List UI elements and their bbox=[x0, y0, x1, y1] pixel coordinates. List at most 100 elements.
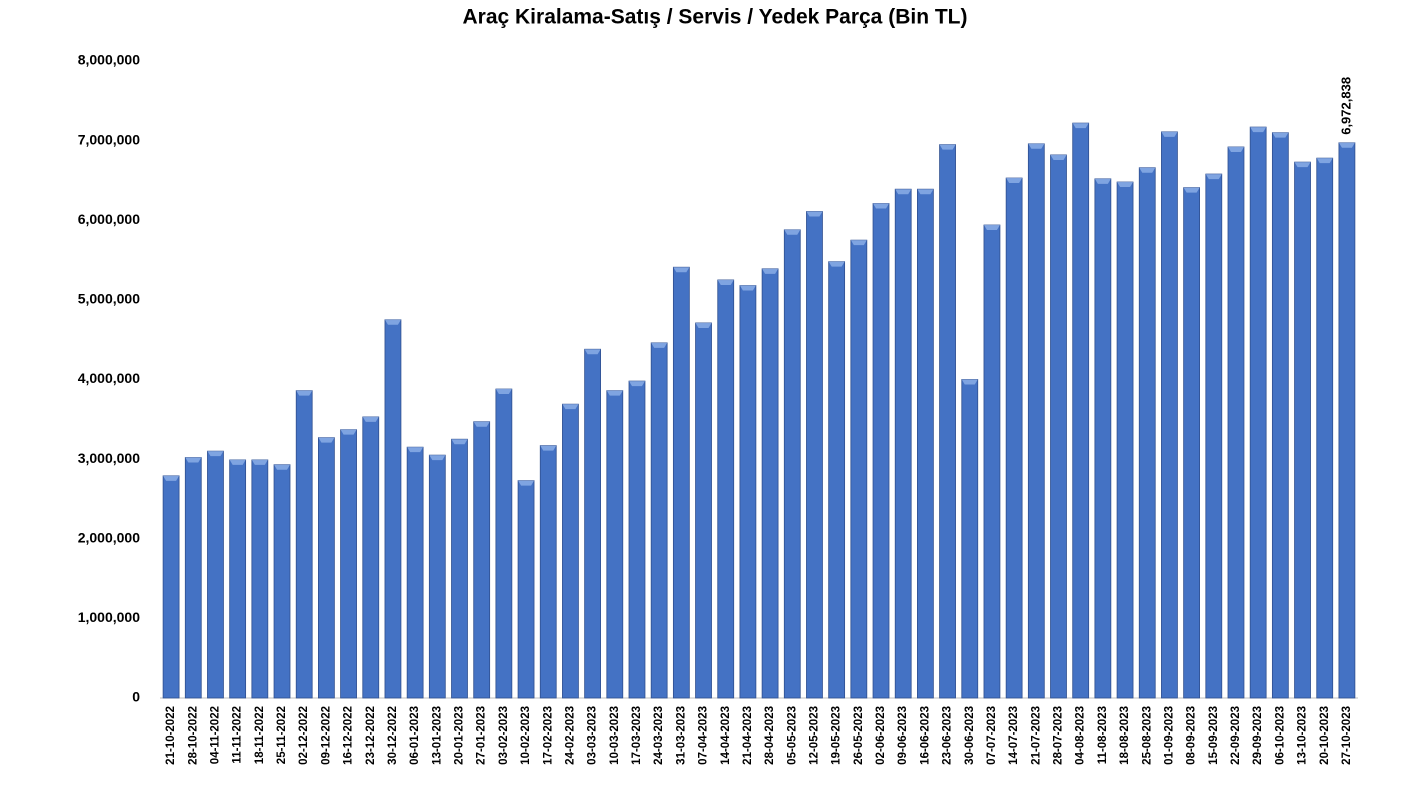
bar bbox=[783, 229, 801, 699]
bar bbox=[961, 379, 979, 699]
bar bbox=[539, 445, 557, 699]
bar bbox=[251, 459, 269, 699]
bar bbox=[1005, 177, 1023, 699]
bar-top bbox=[1338, 142, 1355, 148]
y-tick-label: 2,000,000 bbox=[78, 529, 140, 545]
x-tick-label: 28-04-2023 bbox=[764, 706, 776, 765]
bar-top bbox=[917, 189, 934, 195]
bar bbox=[162, 475, 180, 699]
bar bbox=[894, 188, 912, 699]
x-tick-label: 20-10-2023 bbox=[1319, 706, 1331, 765]
y-tick-label: 8,000,000 bbox=[78, 52, 140, 68]
bar bbox=[806, 211, 823, 699]
bar bbox=[872, 203, 890, 699]
bar-top bbox=[628, 381, 645, 387]
bar-top bbox=[895, 189, 912, 195]
bar bbox=[1027, 143, 1045, 699]
bar-top bbox=[1205, 174, 1222, 180]
bar bbox=[384, 319, 402, 699]
x-tick-label: 26-05-2023 bbox=[853, 706, 865, 765]
x-tick-label: 10-03-2023 bbox=[609, 706, 621, 765]
bar-top bbox=[673, 267, 690, 273]
x-tick-label: 05-05-2023 bbox=[786, 706, 798, 765]
bar-top bbox=[1139, 167, 1156, 173]
bar bbox=[495, 388, 513, 699]
bar bbox=[672, 266, 690, 699]
x-tick-label: 13-10-2023 bbox=[1297, 706, 1309, 765]
bar bbox=[761, 268, 779, 699]
bar bbox=[1227, 146, 1245, 699]
bar-top bbox=[717, 279, 734, 285]
bar-top bbox=[429, 455, 446, 461]
x-tick-label: 03-02-2023 bbox=[498, 706, 510, 765]
x-tick-label: 09-06-2023 bbox=[897, 706, 909, 765]
bar bbox=[1338, 142, 1356, 699]
x-tick-label: 02-12-2022 bbox=[298, 706, 310, 765]
x-tick-label: 10-02-2023 bbox=[520, 706, 532, 765]
bar-top bbox=[1050, 154, 1067, 160]
bar-top bbox=[562, 404, 579, 410]
bar bbox=[939, 144, 956, 699]
x-tick-label: 22-09-2023 bbox=[1230, 706, 1242, 765]
bar-top bbox=[384, 319, 401, 325]
x-tick-label: 20-01-2023 bbox=[454, 706, 466, 765]
bar bbox=[628, 380, 646, 699]
bar-top bbox=[274, 464, 291, 470]
bar bbox=[1072, 122, 1090, 699]
bar-top bbox=[451, 439, 468, 445]
bar bbox=[1161, 131, 1178, 699]
bar-top bbox=[983, 225, 1000, 231]
bar bbox=[451, 438, 468, 699]
bar-top bbox=[495, 389, 512, 395]
bar bbox=[318, 437, 335, 699]
bar bbox=[562, 403, 579, 699]
y-tick-label: 7,000,000 bbox=[78, 131, 140, 147]
bar bbox=[606, 390, 624, 699]
bar bbox=[428, 454, 446, 699]
bar bbox=[1116, 181, 1134, 699]
bar bbox=[1138, 167, 1156, 699]
bar bbox=[1271, 132, 1289, 699]
bar bbox=[406, 446, 424, 699]
x-tick-label: 21-10-2022 bbox=[165, 706, 177, 765]
x-tick-label: 18-08-2023 bbox=[1119, 706, 1131, 765]
bar-top bbox=[784, 229, 801, 235]
x-tick-label: 04-11-2022 bbox=[209, 706, 221, 764]
x-tick-label: 03-03-2023 bbox=[587, 706, 599, 765]
x-tick-label: 25-08-2023 bbox=[1141, 706, 1153, 765]
bar bbox=[1249, 126, 1267, 699]
x-tick-label: 21-07-2023 bbox=[1030, 706, 1042, 765]
bar-top bbox=[606, 390, 623, 396]
bar bbox=[850, 239, 868, 699]
bar bbox=[362, 416, 380, 699]
bar bbox=[650, 342, 668, 699]
bar-top bbox=[584, 349, 601, 355]
bar-top bbox=[1094, 178, 1111, 184]
x-tick-label: 30-12-2022 bbox=[387, 706, 399, 765]
bar-top bbox=[1161, 131, 1178, 137]
bar bbox=[1205, 173, 1223, 699]
x-tick-label: 11-11-2022 bbox=[232, 706, 244, 764]
bar bbox=[273, 464, 291, 699]
bar-top bbox=[518, 480, 535, 486]
x-tick-label: 15-09-2023 bbox=[1208, 706, 1220, 765]
x-tick-label: 09-12-2022 bbox=[320, 706, 332, 765]
bar bbox=[1183, 187, 1200, 699]
bar bbox=[917, 188, 934, 699]
bar-top bbox=[762, 268, 779, 274]
bar-top bbox=[1072, 123, 1089, 129]
bar-top bbox=[340, 429, 357, 435]
bar-top bbox=[739, 285, 756, 291]
bar bbox=[1094, 178, 1112, 699]
x-tick-label: 28-10-2022 bbox=[187, 706, 199, 765]
x-tick-label: 27-01-2023 bbox=[476, 706, 488, 765]
bar bbox=[229, 459, 247, 699]
x-tick-label: 28-07-2023 bbox=[1053, 706, 1065, 765]
x-tick-label: 27-10-2023 bbox=[1341, 706, 1353, 765]
bar-top bbox=[163, 475, 180, 481]
bar-top bbox=[850, 240, 867, 246]
bar-top bbox=[695, 322, 712, 328]
x-tick-label: 11-08-2023 bbox=[1097, 706, 1109, 764]
y-tick-label: 4,000,000 bbox=[78, 370, 140, 386]
x-tick-label: 31-03-2023 bbox=[675, 706, 687, 765]
